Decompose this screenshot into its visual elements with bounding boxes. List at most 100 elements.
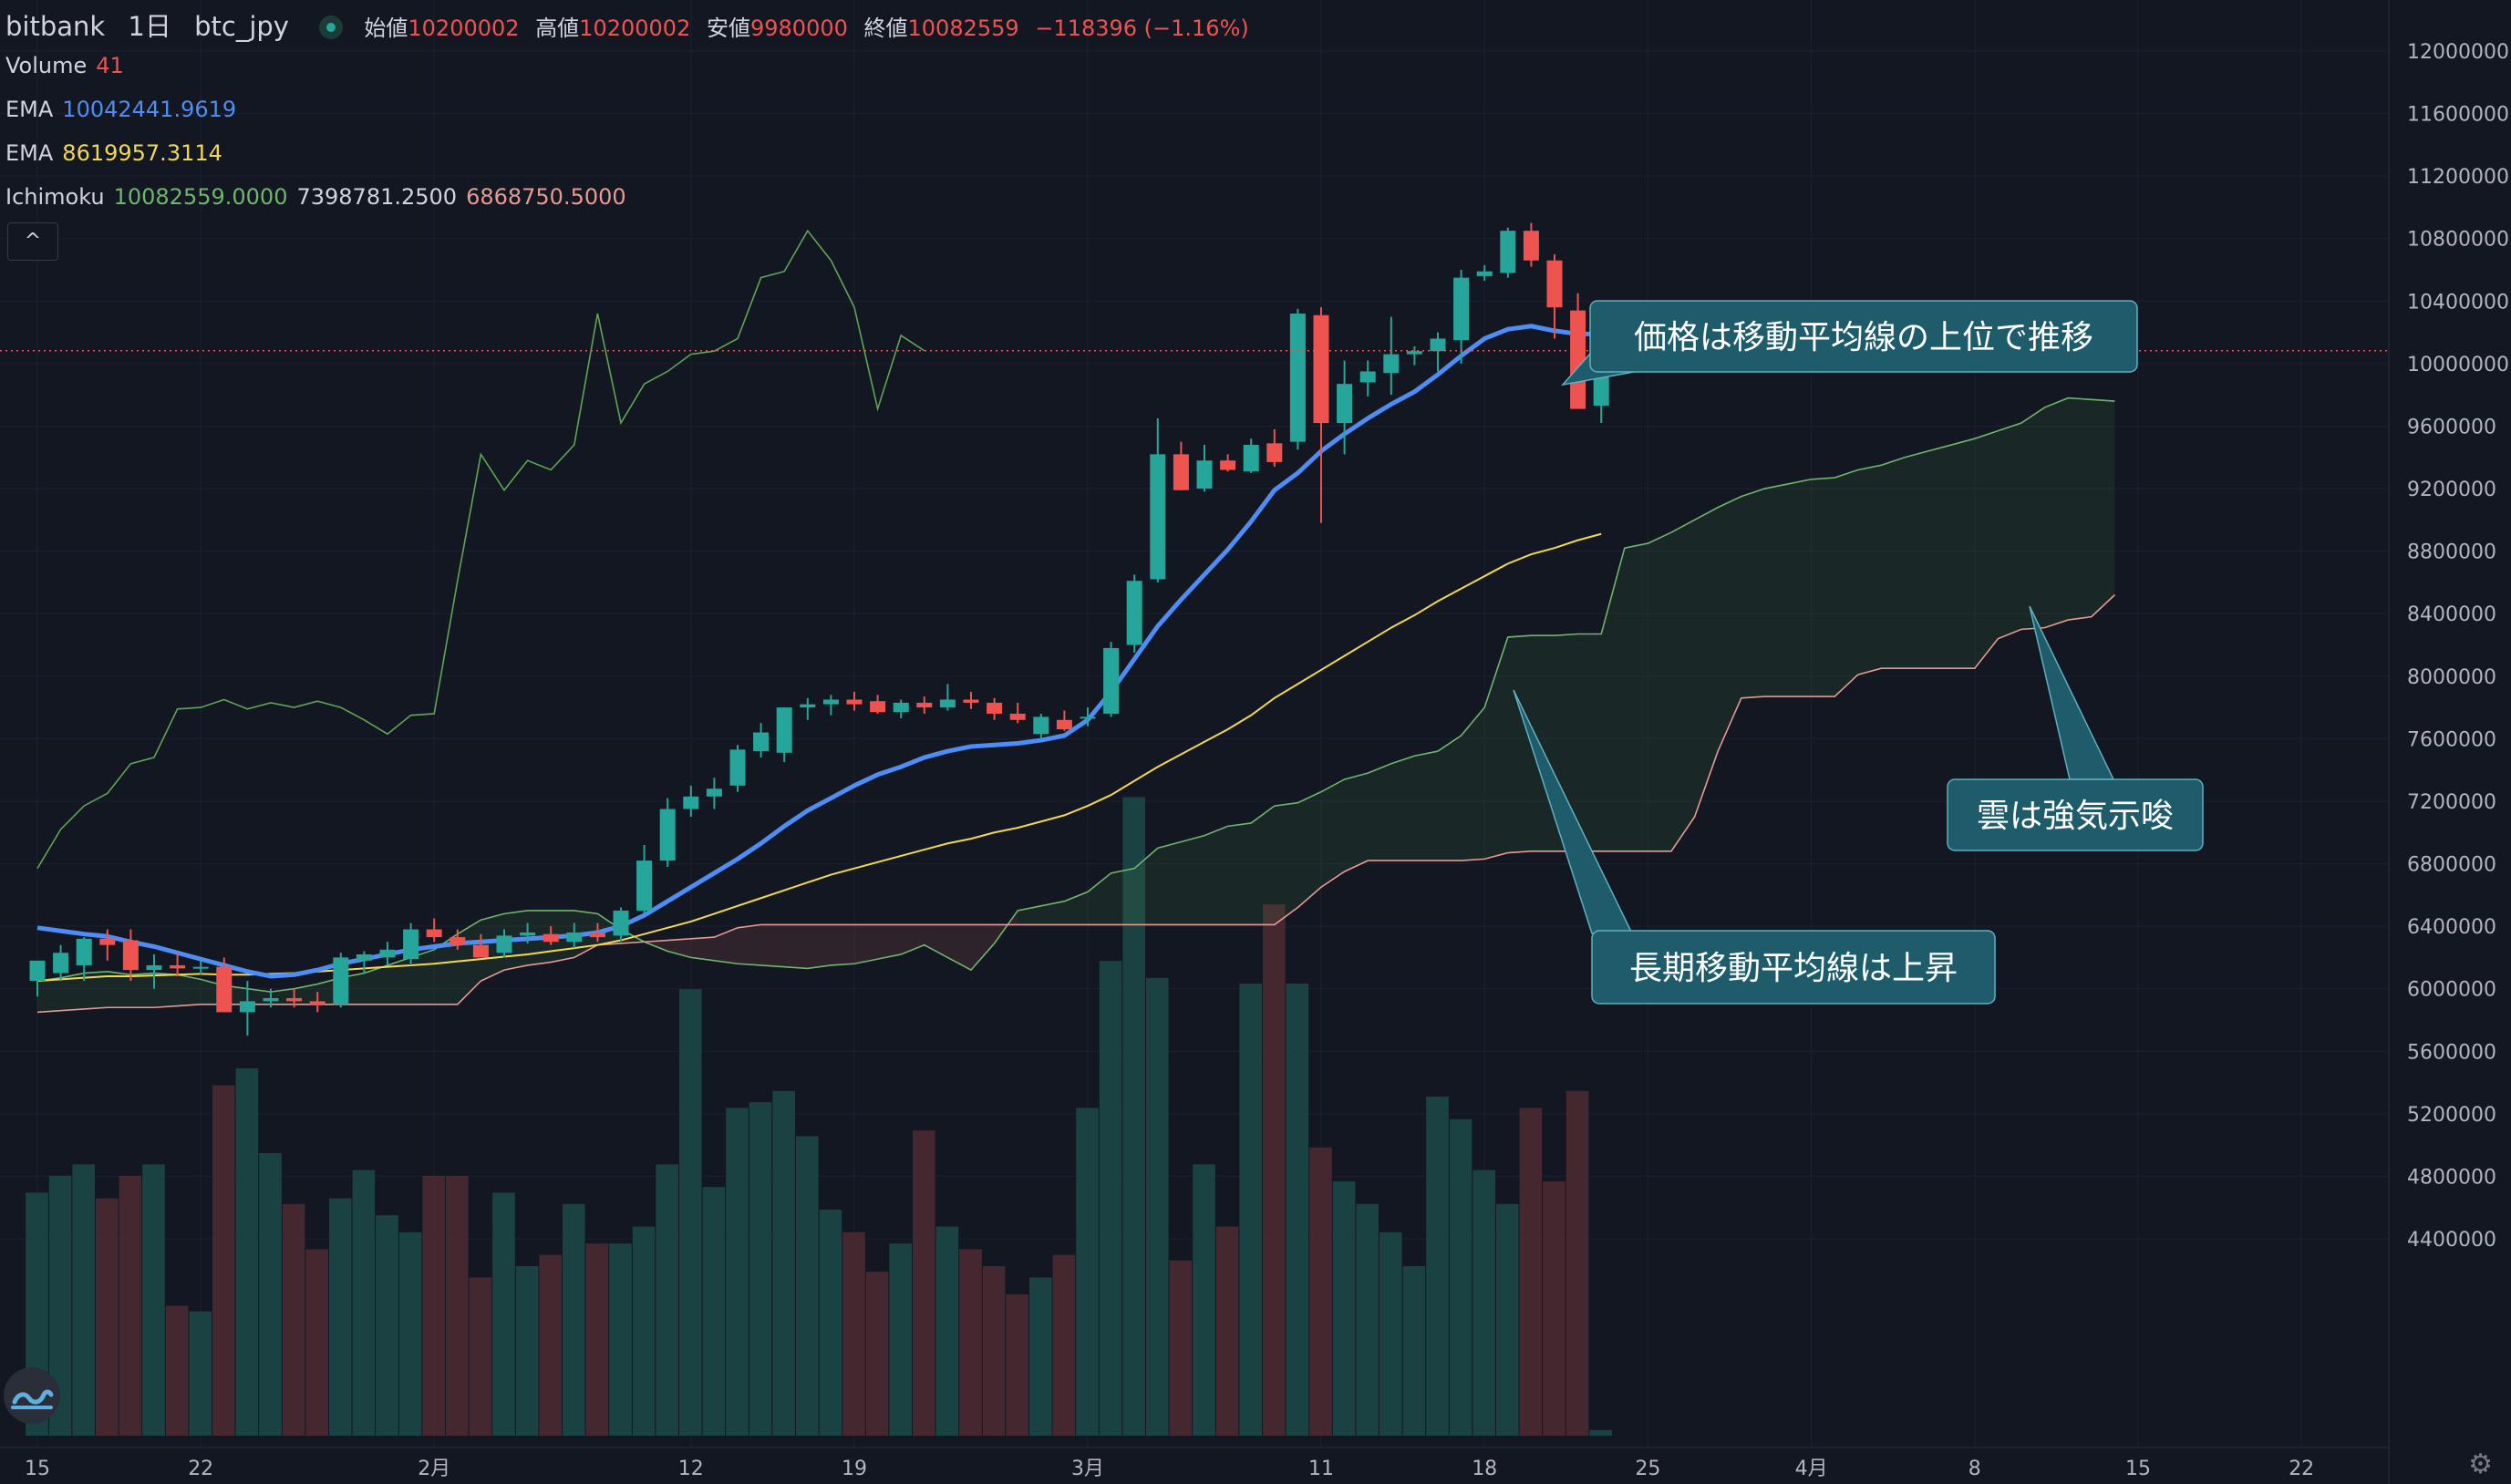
cloud-segment xyxy=(1694,507,1719,818)
volume-bar xyxy=(446,1175,469,1436)
ema-fast-legend[interactable]: EMA 10042441.9619 xyxy=(5,97,245,122)
volume-bar xyxy=(726,1108,749,1436)
tradingview-logo-icon[interactable] xyxy=(4,1367,60,1424)
volume-bar xyxy=(142,1164,165,1436)
volume-bar xyxy=(1076,1108,1099,1436)
candle-body xyxy=(29,960,46,982)
volume-bar xyxy=(1356,1203,1379,1436)
chevron-up-icon: ^ xyxy=(24,230,42,252)
ichimoku-value-1: 10082559.0000 xyxy=(113,184,288,210)
y-tick-label: 8800000 xyxy=(2407,541,2496,564)
candle-body xyxy=(520,932,536,936)
cloud-segment xyxy=(1671,520,1695,851)
volume-bar xyxy=(959,1249,982,1436)
candle-body xyxy=(426,929,442,938)
cloud-segment xyxy=(1624,543,1648,851)
y-tick-label: 4800000 xyxy=(2407,1166,2496,1189)
candle-body xyxy=(822,699,839,705)
cloud-segment xyxy=(1321,778,1345,888)
candle-body xyxy=(1406,351,1422,355)
candle-body xyxy=(683,796,699,809)
volume-bar xyxy=(772,1090,795,1436)
volume-bar xyxy=(632,1226,656,1436)
callout-text: 長期移動平均線は上昇 xyxy=(1629,950,1958,987)
y-tick-label: 6800000 xyxy=(2407,854,2496,877)
candle-body xyxy=(916,702,933,708)
volume-bar xyxy=(1146,977,1169,1436)
change-value: −118396 (−1.16%) xyxy=(1035,15,1249,41)
x-tick-label: 18 xyxy=(1472,1458,1497,1480)
x-tick-label: 3月 xyxy=(1071,1458,1104,1480)
candle-body xyxy=(1383,354,1400,374)
cloud-segment xyxy=(1601,548,1625,851)
volume-bar xyxy=(679,989,702,1436)
y-tick-label: 10000000 xyxy=(2407,354,2509,376)
cloud-segment xyxy=(831,924,854,965)
y-tick-label: 7600000 xyxy=(2407,728,2496,751)
cloud-segment xyxy=(714,927,738,964)
gear-icon[interactable]: ⚙ xyxy=(2468,1448,2493,1480)
candle-body xyxy=(356,953,372,961)
candle-body xyxy=(800,704,816,708)
volume-bar xyxy=(1589,1429,1612,1436)
volume-bar xyxy=(189,1311,212,1436)
volume-bar xyxy=(352,1170,376,1436)
volume-bar xyxy=(1286,984,1309,1436)
cloud-segment xyxy=(1577,634,1602,851)
volume-bar xyxy=(1029,1277,1052,1436)
ichimoku-value-2: 7398781.2500 xyxy=(296,184,458,210)
ichimoku-legend[interactable]: Ichimoku 10082559.0000 7398781.2500 6868750… xyxy=(5,184,636,210)
y-tick-label: 7200000 xyxy=(2407,791,2496,814)
ema-slow-line xyxy=(36,532,1602,983)
y-tick-label: 6400000 xyxy=(2407,916,2496,939)
indicator-lines xyxy=(36,229,1602,983)
volume-legend[interactable]: Volume 41 xyxy=(5,53,133,78)
x-tick-label: 15 xyxy=(25,1458,50,1480)
candle-body xyxy=(1243,445,1259,472)
y-tick-label: 5200000 xyxy=(2407,1104,2496,1127)
ema-slow-legend[interactable]: EMA 8619957.3114 xyxy=(5,140,232,166)
ichimoku-value-3: 6868750.5000 xyxy=(466,184,626,210)
candle-body xyxy=(1523,231,1539,261)
low-value: 9980000 xyxy=(749,15,848,41)
volume-bar xyxy=(492,1192,515,1436)
cloud-segment xyxy=(1811,478,1835,697)
volume-bar xyxy=(305,1249,328,1436)
high-value: 10200002 xyxy=(579,15,691,41)
open-label: 始値 xyxy=(364,15,408,41)
candle-body xyxy=(333,957,349,1005)
interval-label[interactable]: 1日 xyxy=(128,11,171,42)
callout-box xyxy=(1591,930,1996,1005)
exchange-name[interactable]: bitbank xyxy=(5,11,106,42)
volume-bar xyxy=(1566,1090,1589,1436)
volume-label: Volume xyxy=(5,53,88,78)
candle-body xyxy=(846,699,863,705)
cloud-segment xyxy=(1881,457,1905,669)
candle-body xyxy=(566,932,583,943)
callout-text: 価格は移動平均線の上位で推移 xyxy=(1634,319,2093,356)
volume-bar xyxy=(1263,904,1286,1436)
cloud-segment xyxy=(1741,489,1765,698)
y-tick-label: 8400000 xyxy=(2407,603,2496,626)
callout-text: 雲は強気示唆 xyxy=(1977,798,2174,835)
volume-bar xyxy=(72,1164,95,1436)
volume-bar xyxy=(1099,961,1122,1436)
candle-body xyxy=(216,966,232,1013)
volume-bar xyxy=(1193,1164,1215,1436)
candle-body xyxy=(613,910,629,936)
cloud-segment xyxy=(1834,469,1858,697)
x-tick-label: 22 xyxy=(188,1458,213,1480)
collapse-legend-button[interactable]: ^ xyxy=(7,222,58,261)
cloud-segment xyxy=(1927,445,1952,669)
symbol-name[interactable]: btc_jpy xyxy=(194,11,289,42)
x-tick-label: 8 xyxy=(1968,1458,1981,1480)
volume-value: 41 xyxy=(96,53,124,78)
x-tick-label: 11 xyxy=(1308,1458,1334,1480)
y-tick-label: 11600000 xyxy=(2407,104,2509,127)
cloud-segment xyxy=(434,933,458,1005)
volume-bar xyxy=(749,1102,772,1436)
cloud-segment xyxy=(1438,735,1462,861)
volume-bar xyxy=(1472,1170,1495,1436)
